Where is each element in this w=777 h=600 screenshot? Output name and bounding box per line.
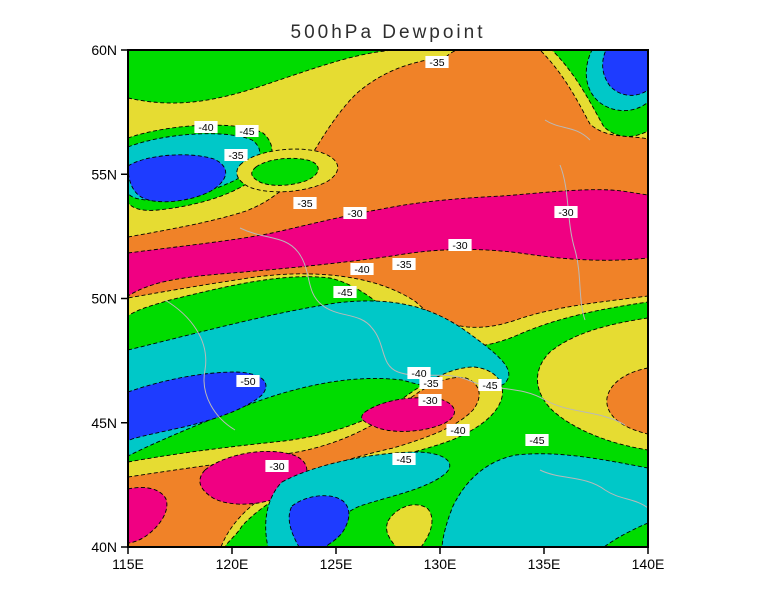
contour-label: -45 bbox=[529, 435, 544, 447]
contour-label-box bbox=[525, 434, 549, 446]
contour-label: -40 bbox=[450, 425, 465, 437]
contour-label: -30 bbox=[422, 395, 437, 407]
contour-region-bottom-yellow-notch bbox=[386, 504, 433, 547]
x-tick-label: 140E bbox=[632, 556, 665, 572]
x-tick-label: 115E bbox=[112, 556, 144, 572]
chart-title: 500hPa Dewpoint bbox=[291, 22, 486, 43]
contour-label: -50 bbox=[240, 376, 255, 388]
y-tick-label: 55N bbox=[91, 166, 117, 182]
y-tick-label: 50N bbox=[91, 291, 117, 307]
contour-label-box bbox=[194, 121, 218, 133]
contour-label: -35 bbox=[297, 198, 312, 210]
contour-label-box bbox=[343, 207, 367, 219]
contour-label-box bbox=[392, 453, 416, 465]
contour-fill-regions bbox=[128, 50, 648, 547]
contour-label-box bbox=[392, 258, 416, 270]
contour-label: -30 bbox=[269, 461, 284, 473]
y-axis: 60N 55N 50N 45N 40N bbox=[91, 42, 128, 555]
contour-region-lower-magenta-edge bbox=[128, 487, 168, 544]
contour-label: -35 bbox=[396, 259, 411, 271]
contour-label-box bbox=[419, 377, 443, 389]
contour-label-box bbox=[554, 206, 578, 218]
map-border-line bbox=[559, 164, 586, 321]
contour-label: -45 bbox=[337, 287, 352, 299]
contour-region-bottom-center-blue bbox=[288, 495, 350, 547]
map-border-lines bbox=[164, 119, 648, 509]
map-border-line bbox=[239, 227, 399, 373]
contour-label-box bbox=[407, 367, 431, 379]
x-tick-label: 125E bbox=[320, 556, 353, 572]
contour-label-box bbox=[425, 56, 449, 68]
y-tick-label: 40N bbox=[91, 539, 117, 555]
y-tick-label: 45N bbox=[91, 415, 117, 431]
contour-region-right-orange bbox=[606, 367, 648, 435]
contour-label: -35 bbox=[429, 57, 444, 69]
map-border-line bbox=[397, 371, 626, 426]
contour-label: -30 bbox=[558, 207, 573, 219]
contour-label-box bbox=[350, 263, 374, 275]
contour-label-box bbox=[224, 149, 248, 161]
contour-region-central-cyan bbox=[128, 300, 510, 457]
contour-label: -40 bbox=[411, 368, 426, 380]
contour-label: -30 bbox=[347, 208, 362, 220]
map-border-line bbox=[539, 469, 648, 509]
x-tick-label: 120E bbox=[216, 556, 249, 572]
contour-label: -30 bbox=[452, 240, 467, 252]
contour-label-box bbox=[448, 239, 472, 251]
contour-label: -35 bbox=[423, 378, 438, 390]
contour-label-box bbox=[418, 394, 442, 406]
contour-label: -45 bbox=[396, 454, 411, 466]
map-border-line bbox=[544, 119, 591, 141]
contour-region-bottom-right-cyan bbox=[441, 453, 648, 547]
contour-label-box bbox=[293, 197, 317, 209]
contour-label-box bbox=[265, 460, 289, 472]
contour-label-box bbox=[333, 286, 357, 298]
contour-region-lower-magenta-center bbox=[361, 397, 455, 432]
contour-labels: -35-40 -45-35-35-30 -30-30-35-40-45-50-40-… bbox=[194, 56, 578, 473]
x-tick-label: 135E bbox=[528, 556, 561, 572]
contour-label-box bbox=[236, 375, 260, 387]
contour-region-island-green bbox=[251, 157, 319, 186]
map-border-line bbox=[164, 299, 236, 431]
contour-label: -45 bbox=[239, 126, 254, 138]
contour-region-central-blue bbox=[128, 371, 267, 442]
contour-label-box bbox=[235, 125, 259, 137]
contour-label: -40 bbox=[354, 264, 369, 276]
contour-label-box bbox=[478, 379, 502, 391]
contour-label: -40 bbox=[198, 122, 213, 134]
contour-label-box bbox=[446, 424, 470, 436]
contour-region-topright-blue bbox=[602, 50, 648, 96]
contour-label: -35 bbox=[228, 150, 243, 162]
x-tick-label: 130E bbox=[424, 556, 457, 572]
contour-region-topleft-blue bbox=[128, 154, 227, 203]
x-axis: 115E 120E 125E 130E 135E 140E bbox=[112, 547, 664, 572]
y-tick-label: 60N bbox=[91, 42, 117, 58]
contour-label: -45 bbox=[482, 380, 497, 392]
